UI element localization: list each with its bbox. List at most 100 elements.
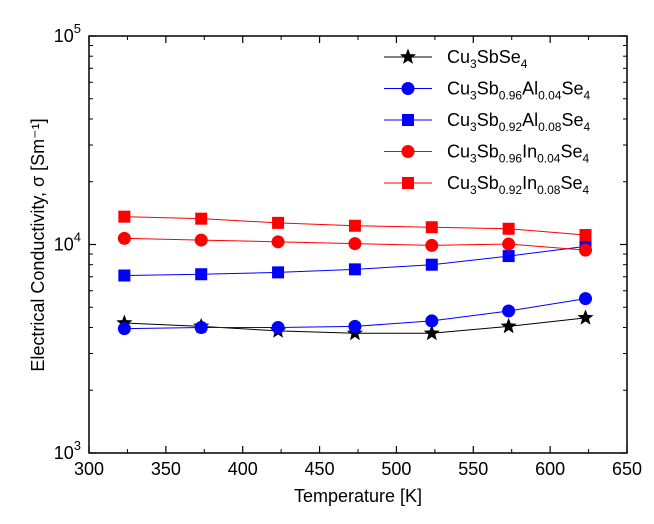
data-point [272,266,285,279]
legend-text-part: Sb [477,110,499,130]
data-point [271,235,285,249]
legend-subscript: 0.04 [538,89,562,103]
legend-marker [401,82,415,95]
legend-text-part: SbSe [477,47,521,67]
data-point [348,319,362,333]
legend-text-part: Se [561,110,583,130]
y-tick-exponent: 4 [74,230,81,245]
data-point [425,221,438,234]
x-tick-label: 600 [535,459,565,479]
x-tick-label: 300 [74,459,104,479]
legend-marker [401,145,415,158]
y-tick-label: 104 [54,230,81,255]
legend-text-part: Sb [477,79,499,99]
data-point [502,250,515,263]
x-tick-label: 500 [381,459,411,479]
data-point [118,269,131,282]
legend-subscript: 0.92 [499,183,523,197]
legend-subscript: 4 [584,89,591,103]
data-point [348,237,362,251]
data-point [272,216,285,229]
data-point [502,222,515,235]
legend-subscript: 3 [470,57,477,71]
legend-marker [402,114,414,126]
legend-label: Cu3SbSe4 [447,47,528,71]
legend-marker [402,177,414,189]
data-point [117,322,131,336]
legend-label: Cu3Sb0.92In0.08Se4 [447,173,590,197]
data-point [195,268,208,281]
data-point [425,238,439,252]
legend-text-part: Cu [447,173,470,193]
legend-text-part: Al [522,110,538,130]
y-tick-label: 105 [54,21,81,46]
legend-text-part: Se [560,142,582,162]
data-point [578,243,592,257]
series-layer [116,210,594,341]
x-tick-label: 400 [228,459,258,479]
legend-entry: Cu3Sb0.92In0.08Se4 [384,173,590,197]
data-point [578,292,592,306]
data-point [502,237,516,251]
legend-subscript: 4 [583,183,590,197]
legend-subscript: 4 [583,152,590,166]
legend-text-part: Sb [477,173,499,193]
data-point [502,304,516,318]
y-axis-title: Electrical Conductivity, σ [Sm⁻¹] [28,118,48,371]
y-tick-exponent: 3 [74,438,81,453]
legend-label: Cu3Sb0.92Al0.08Se4 [447,110,591,134]
legend-subscript: 3 [470,120,477,134]
legend-subscript: 4 [584,120,591,134]
data-point [118,210,131,223]
data-point [195,212,208,225]
legend-entry: Cu3Sb0.96In0.04Se4 [384,142,590,166]
legend-subscript: 0.96 [499,152,523,166]
legend-subscript: 3 [470,183,477,197]
legend-text-part: Cu [447,110,470,130]
data-point [194,320,208,334]
legend-entry: Cu3SbSe4 [384,47,528,71]
legend-label: Cu3Sb0.96In0.04Se4 [447,142,590,166]
data-point [425,314,439,328]
legend-entry: Cu3Sb0.96Al0.04Se4 [384,79,591,103]
legend-subscript: 0.08 [537,183,561,197]
y-tick-base: 10 [54,26,74,46]
data-point [423,324,440,341]
data-point [500,317,517,334]
legend-subscript: 0.08 [538,120,562,134]
legend-text-part: In [522,142,537,162]
data-point [271,320,285,334]
data-point [577,309,594,325]
y-tick-label: 103 [54,438,81,463]
legend-subscript: 4 [521,57,528,71]
legend-subscript: 0.96 [499,89,523,103]
legend-text-part: Cu [447,79,470,99]
legend-text-part: Al [522,79,538,99]
data-point [579,229,592,242]
y-tick-base: 10 [54,443,74,463]
y-tick-base: 10 [54,235,74,255]
legend-marker [399,48,417,64]
legend-subscript: 3 [470,89,477,103]
legend-text-part: Se [561,79,583,99]
legend-entry: Cu3Sb0.92Al0.08Se4 [384,110,591,134]
data-point [117,231,131,245]
x-tick-label: 450 [305,459,335,479]
legend-subscript: 0.92 [499,120,523,134]
legend-subscript: 0.04 [537,152,561,166]
x-tick-label: 550 [458,459,488,479]
x-axis-title: Temperature [K] [294,486,422,506]
x-tick-label: 350 [151,459,181,479]
data-point [348,263,361,276]
series-4 [117,231,592,257]
legend-text-part: Cu [447,47,470,67]
x-tick-label: 650 [612,459,642,479]
legend-text-part: Se [560,173,582,193]
data-point [348,219,361,232]
legend-text-part: In [522,173,537,193]
data-point [194,233,208,247]
legend: Cu3SbSe4Cu3Sb0.96Al0.04Se4Cu3Sb0.92Al0.0… [384,47,591,197]
data-point [425,258,438,271]
